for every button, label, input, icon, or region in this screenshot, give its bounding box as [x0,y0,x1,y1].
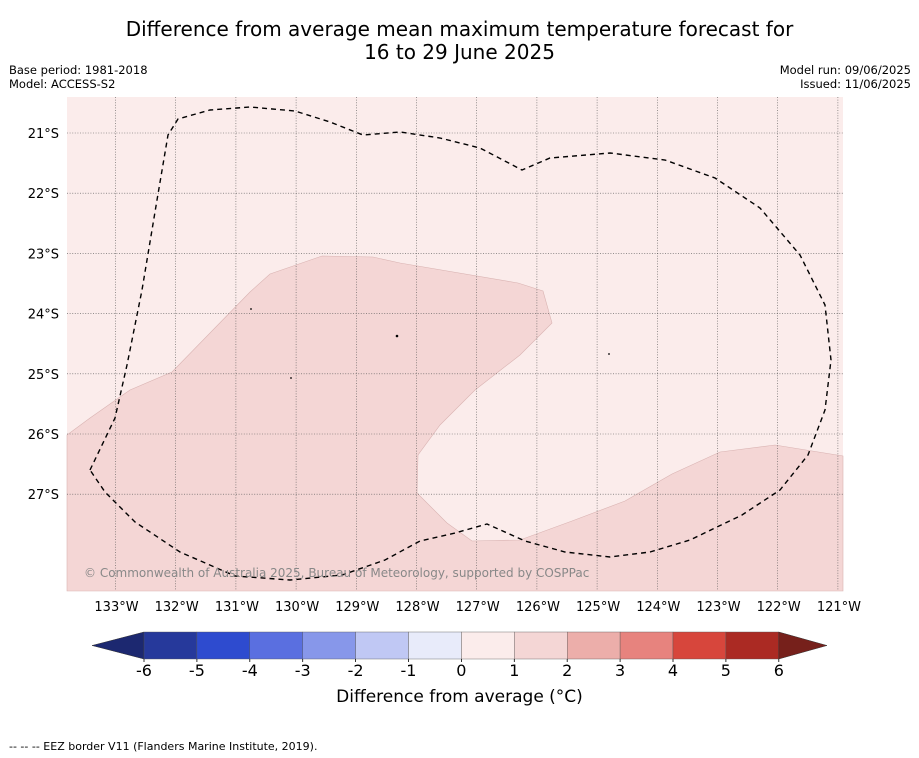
colorbar-ticks: -6 -5 -4 -3 -2 -1 0 1 2 3 4 5 6 [136,659,784,680]
meta-right: Model run: 09/06/2025 Issued: 11/06/2025 [780,63,911,91]
colorbar-tick-label: 6 [774,661,784,680]
longitude-label: 124°W [636,600,680,615]
marker-dot [395,334,399,338]
colorbar-tick-label: 0 [456,661,466,680]
colorbar-tick-label: -4 [242,661,258,680]
colorbar-tick-label: 2 [562,661,572,680]
colorbar-tick-label: -5 [189,661,205,680]
longitude-label: 122°W [757,600,801,615]
colorbar-segment [302,631,356,660]
colorbar-tick-label: -6 [136,661,152,680]
chart-title: Difference from average mean maximum tem… [0,18,919,64]
longitude-label: 127°W [456,600,500,615]
colorbar-segment [514,631,568,660]
title-line-2: 16 to 29 June 2025 [364,40,555,64]
colorbar-tick-label: 1 [509,661,519,680]
colorbar-tick-label: 5 [721,661,731,680]
longitude-label: 128°W [395,600,439,615]
marker-dot [608,353,610,355]
colorbar-segment [461,631,515,660]
longitude-labels: 133°W 132°W 131°W 130°W 129°W 128°W 127°W 126°W… [94,600,861,615]
latitude-label: 25°S [28,368,59,383]
eez-legend-note: -- -- -- EEZ border V11 (Flanders Marine… [9,740,318,753]
longitude-label: 121°W [817,600,861,615]
colorbar-over-arrow [778,631,828,660]
latitude-label: 26°S [28,428,59,443]
small-markers [250,308,610,379]
anomaly-region-1-2 [66,255,844,592]
colorbar-segment [249,631,303,660]
longitude-label: 125°W [576,600,620,615]
latitude-label: 24°S [28,308,59,323]
colorbar-segment [408,631,462,660]
colorbar-tick-label: 3 [615,661,625,680]
longitude-label: 131°W [215,600,259,615]
eez-border [89,106,832,581]
colorbar-segment [672,631,727,660]
colorbar-under-arrow [91,631,145,660]
colorbar [91,631,828,660]
longitude-label: 130°W [275,600,319,615]
colorbar-segment [196,631,250,660]
colorbar-label: Difference from average (°C) [336,687,583,707]
title-line-1: Difference from average mean maximum tem… [125,17,794,41]
longitude-label: 133°W [94,600,138,615]
base-period: Base period: 1981-2018 [9,63,148,77]
latitude-label: 22°S [28,187,59,202]
colorbar-tick-label: -1 [401,661,417,680]
marker-dot [290,377,292,379]
model-name: Model: ACCESS-S2 [9,77,116,91]
longitude-label: 123°W [696,600,740,615]
marker-dot [250,308,252,310]
latitude-label: 27°S [28,488,59,503]
colorbar-segment [567,631,621,660]
colorbar-segment [355,631,409,660]
copyright-notice: © Commonwealth of Australia 2025, Bureau… [84,566,589,580]
meta-left: Base period: 1981-2018 Model: ACCESS-S2 [9,63,148,91]
colorbar-segment [143,631,198,660]
longitude-label: 126°W [516,600,560,615]
latitude-label: 23°S [28,247,59,262]
colorbar-segment [619,631,674,660]
map-panel [66,97,844,592]
colorbar-tick-label: -2 [348,661,364,680]
longitude-label: 129°W [335,600,379,615]
issued-date: Issued: 11/06/2025 [800,77,911,91]
colorbar-tick-label: 4 [668,661,678,680]
gridlines [67,97,843,591]
model-run: Model run: 09/06/2025 [779,63,911,77]
latitude-label: 21°S [28,127,59,142]
longitude-label: 132°W [155,600,199,615]
latitude-labels: 21°S 22°S 23°S 24°S 25°S 26°S 27°S [28,127,59,503]
colorbar-tick-label: -3 [295,661,311,680]
colorbar-segment [725,631,780,660]
